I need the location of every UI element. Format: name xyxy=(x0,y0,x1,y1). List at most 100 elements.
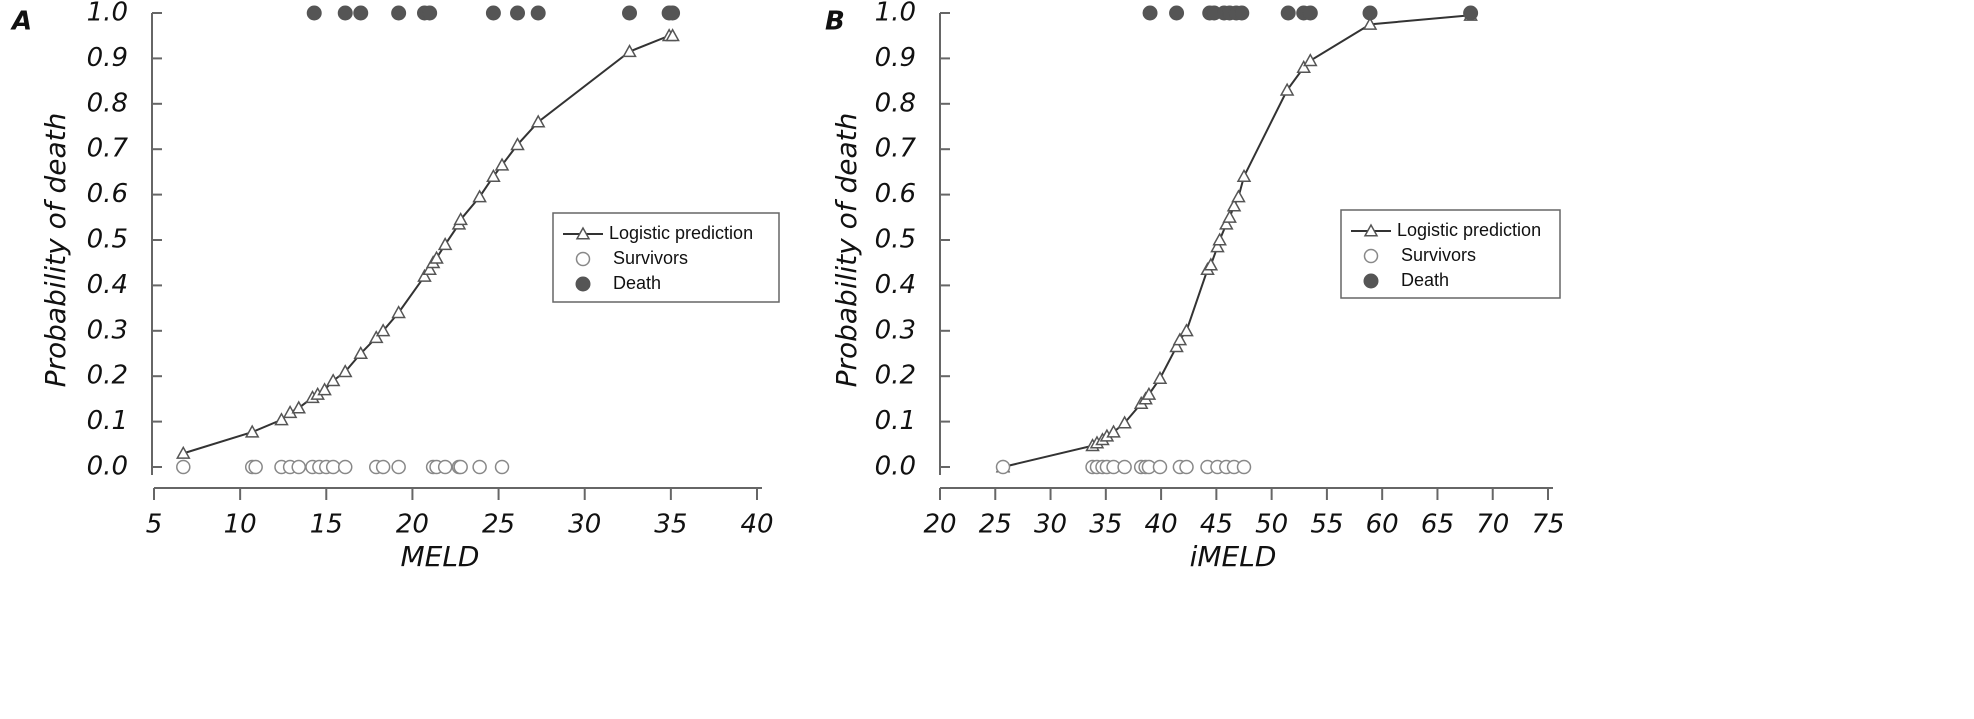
triangle-marker xyxy=(1231,189,1246,203)
y-tick-label: 0.4 xyxy=(875,270,916,300)
triangle-marker xyxy=(337,364,353,378)
x-tick-label: 30 xyxy=(568,510,601,540)
triangle-marker xyxy=(1296,59,1311,74)
survivor-marker xyxy=(1236,459,1252,475)
triangle-marker xyxy=(422,261,437,276)
death-marker xyxy=(1302,5,1318,21)
x-tick-label: 20 xyxy=(396,510,429,540)
x-tick-label: 75 xyxy=(1531,510,1564,540)
survivor-marker xyxy=(337,459,353,475)
y-tick-label: 0.3 xyxy=(875,315,916,345)
x-tick-label: 35 xyxy=(654,510,687,540)
y-tick-label: 0.1 xyxy=(87,406,128,436)
triangle-marker xyxy=(353,345,369,360)
y-tick-label: 0.2 xyxy=(87,361,128,391)
y-tick-label: 0.6 xyxy=(875,179,916,209)
death-marker xyxy=(485,5,501,21)
triangle-marker xyxy=(665,28,680,42)
triangle-marker xyxy=(1219,216,1234,230)
y-tick-label: 0.0 xyxy=(87,452,128,482)
y-axis-title: Probability of death xyxy=(830,113,863,388)
legend-label: Logistic prediction xyxy=(609,223,753,243)
death-marker xyxy=(1463,5,1479,21)
death-marker xyxy=(306,5,322,21)
triangle-marker xyxy=(1226,198,1242,212)
triangle-marker xyxy=(1141,386,1157,400)
x-tick-label: 60 xyxy=(1366,510,1399,540)
death-marker xyxy=(1280,5,1296,21)
triangle-marker xyxy=(417,268,432,282)
survivor-marker xyxy=(437,459,453,475)
survivor-marker xyxy=(391,459,406,475)
triangle-marker xyxy=(325,373,341,387)
y-tick-label: 0.7 xyxy=(87,134,129,164)
triangle-marker xyxy=(291,400,306,414)
triangle-marker xyxy=(368,330,384,344)
x-tick-label: 20 xyxy=(923,510,956,540)
y-tick-label: 0.6 xyxy=(87,179,128,209)
x-tick-label: 50 xyxy=(1255,510,1288,540)
survivor-marker xyxy=(1179,459,1194,475)
death-marker xyxy=(530,5,546,21)
triangle-marker xyxy=(375,323,391,337)
panel-label: A xyxy=(10,7,32,37)
y-tick-label: 0.1 xyxy=(875,406,916,436)
triangle-marker xyxy=(1169,339,1184,353)
triangle-marker xyxy=(1152,370,1168,385)
survivor-marker xyxy=(472,459,487,475)
triangle-marker xyxy=(486,168,501,182)
x-tick-label: 65 xyxy=(1421,510,1454,540)
survivor-marker xyxy=(1152,459,1168,475)
triangle-marker xyxy=(1106,424,1121,438)
survivor-marker xyxy=(995,459,1011,475)
y-tick-label: 0.8 xyxy=(87,88,128,118)
y-tick-label: 0.5 xyxy=(87,225,128,255)
triangle-marker xyxy=(274,412,289,426)
triangle-marker xyxy=(1117,415,1132,429)
triangle-marker xyxy=(437,236,453,251)
triangle-marker xyxy=(1362,16,1378,30)
x-tick-label: 30 xyxy=(1034,510,1067,540)
triangle-marker xyxy=(176,445,191,459)
legend-marker xyxy=(575,251,591,267)
triangle-marker xyxy=(1303,53,1318,67)
x-tick-label: 55 xyxy=(1310,510,1343,540)
y-tick-label: 0.9 xyxy=(875,43,916,73)
survivor-marker xyxy=(325,459,341,475)
x-tick-label: 25 xyxy=(482,510,515,540)
y-tick-label: 0.4 xyxy=(87,270,128,300)
survivor-marker xyxy=(453,459,468,475)
y-tick-label: 0.0 xyxy=(875,452,916,482)
legend-marker xyxy=(1363,248,1379,264)
death-marker xyxy=(337,5,353,21)
survivor-marker xyxy=(494,459,510,475)
legend-label: Death xyxy=(1401,270,1449,290)
death-marker xyxy=(1169,5,1185,21)
x-tick-label: 35 xyxy=(1089,510,1122,540)
y-tick-label: 0.7 xyxy=(875,134,917,164)
death-marker xyxy=(510,5,526,21)
survivor-marker xyxy=(291,459,306,475)
x-tick-label: 70 xyxy=(1476,510,1509,540)
legend-marker xyxy=(1363,273,1379,289)
triangle-marker xyxy=(244,424,260,438)
death-marker xyxy=(422,5,438,21)
y-tick-label: 0.9 xyxy=(87,43,128,73)
legend-label: Survivors xyxy=(1401,245,1476,265)
legend-marker xyxy=(575,276,591,292)
death-marker xyxy=(1234,5,1250,21)
death-marker xyxy=(665,5,681,21)
triangle-marker xyxy=(453,212,468,226)
triangle-marker xyxy=(1203,257,1219,271)
triangle-marker xyxy=(429,250,444,264)
death-marker xyxy=(622,5,638,21)
y-tick-label: 1.0 xyxy=(87,0,128,28)
triangle-marker xyxy=(391,305,406,319)
triangle-marker xyxy=(472,189,487,203)
legend-label: Survivors xyxy=(613,248,688,268)
triangle-marker xyxy=(1236,168,1252,182)
y-axis-title: Probability of death xyxy=(39,113,72,388)
triangle-marker xyxy=(1210,239,1225,253)
legend-marker xyxy=(575,226,591,240)
